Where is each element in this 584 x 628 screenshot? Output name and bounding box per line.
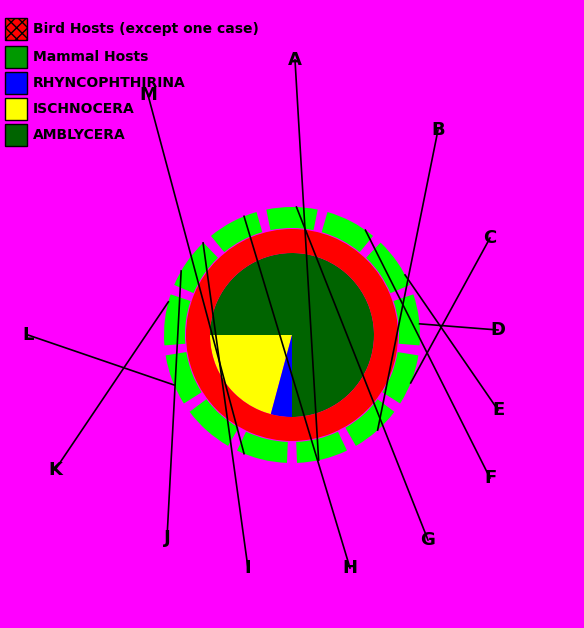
Bar	[5, 124, 27, 146]
Bar	[5, 72, 27, 94]
Text: B: B	[431, 121, 445, 139]
Bar	[5, 18, 27, 40]
Wedge shape	[166, 352, 201, 404]
Wedge shape	[210, 253, 374, 417]
Wedge shape	[174, 242, 218, 293]
Wedge shape	[186, 229, 398, 441]
Text: Bird Hosts (except one case): Bird Hosts (except one case)	[33, 22, 259, 36]
Text: H: H	[342, 559, 357, 577]
Text: A: A	[288, 51, 302, 69]
Wedge shape	[211, 212, 262, 252]
Text: Mammal Hosts: Mammal Hosts	[33, 50, 148, 64]
Wedge shape	[271, 335, 292, 417]
Text: D: D	[491, 321, 506, 339]
Wedge shape	[345, 399, 394, 446]
Wedge shape	[210, 335, 292, 414]
Bar	[5, 98, 27, 120]
Text: G: G	[420, 531, 436, 549]
Wedge shape	[394, 295, 420, 345]
Text: F: F	[484, 469, 496, 487]
Wedge shape	[266, 207, 318, 230]
Text: E: E	[492, 401, 504, 419]
Text: L: L	[22, 326, 34, 344]
Wedge shape	[164, 295, 190, 345]
Wedge shape	[296, 431, 347, 463]
Wedge shape	[366, 242, 410, 293]
Text: M: M	[139, 86, 157, 104]
Wedge shape	[237, 431, 288, 463]
Wedge shape	[383, 352, 418, 404]
Text: K: K	[48, 461, 62, 479]
Bar	[5, 18, 27, 40]
Text: AMBLYCERA: AMBLYCERA	[33, 128, 126, 142]
Text: ISCHNOCERA: ISCHNOCERA	[33, 102, 135, 116]
Text: I: I	[245, 559, 251, 577]
Wedge shape	[190, 399, 239, 446]
Text: RHYNCOPHTHIRINA: RHYNCOPHTHIRINA	[33, 76, 186, 90]
Text: C: C	[484, 229, 496, 247]
Bar	[5, 46, 27, 68]
Wedge shape	[322, 212, 373, 252]
Text: J: J	[164, 529, 171, 547]
